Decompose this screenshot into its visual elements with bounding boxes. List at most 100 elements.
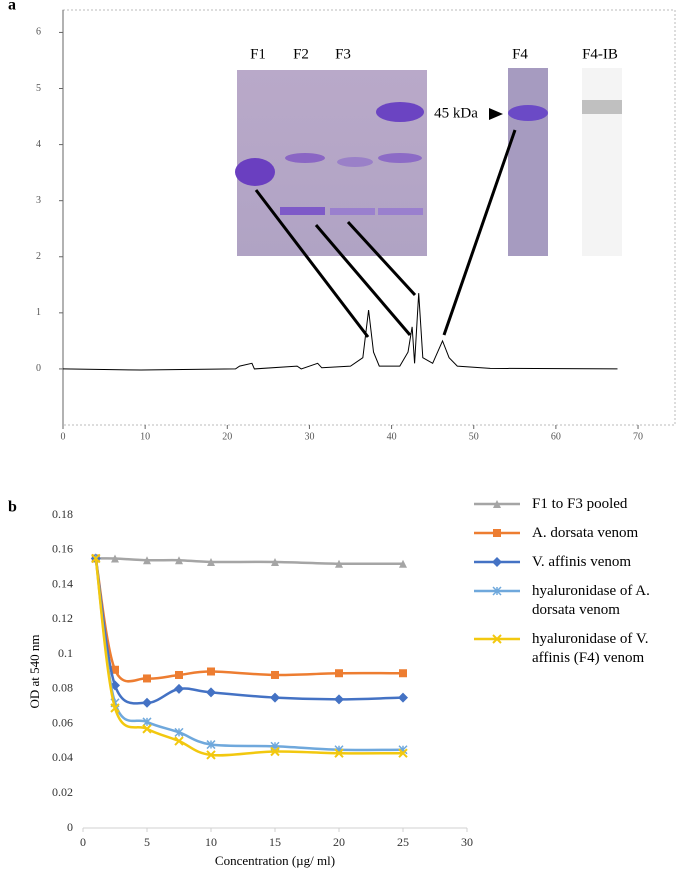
data-line bbox=[94, 558, 404, 705]
y-tick-label: 0.18 bbox=[52, 507, 73, 521]
x-tick-label: 20 bbox=[333, 835, 345, 849]
y-tick-label: 0.08 bbox=[52, 681, 73, 695]
panel-label: a bbox=[8, 0, 16, 14]
marker bbox=[110, 703, 120, 713]
band bbox=[235, 158, 275, 186]
marker bbox=[174, 683, 184, 694]
annotation: F4-IB bbox=[582, 46, 618, 62]
band bbox=[508, 105, 548, 121]
data-line bbox=[62, 293, 618, 371]
marker bbox=[111, 665, 119, 674]
legend-item: F1 to F3 pooled bbox=[472, 495, 682, 514]
x-tick-label: 10 bbox=[205, 835, 217, 849]
y-tick-label: 2 bbox=[36, 251, 41, 262]
y-tick-label: 0.1 bbox=[58, 646, 73, 660]
marker bbox=[91, 553, 101, 564]
band bbox=[285, 153, 325, 163]
y-tick-label: 0.06 bbox=[52, 715, 73, 729]
x-tick-label: 20 bbox=[222, 431, 232, 442]
gel bbox=[508, 68, 548, 256]
data-line bbox=[94, 558, 404, 757]
legend-swatch bbox=[474, 634, 520, 644]
legend-item: hyaluronidase of A. dorsata venom bbox=[472, 582, 682, 620]
blot bbox=[582, 68, 622, 256]
band bbox=[582, 100, 622, 114]
y-tick-label: 0.16 bbox=[52, 542, 73, 556]
x-tick-label: 0 bbox=[80, 835, 86, 849]
y-tick-label: 0 bbox=[67, 820, 73, 834]
x-tick-label: 40 bbox=[387, 431, 397, 442]
x-tick-label: 50 bbox=[469, 431, 479, 442]
data-line bbox=[94, 558, 404, 752]
legend-label: F1 to F3 pooled bbox=[532, 496, 628, 512]
plot-frame bbox=[62, 9, 676, 426]
data-line bbox=[94, 558, 404, 683]
gel-images bbox=[235, 68, 622, 338]
marker bbox=[492, 557, 502, 567]
legend-label: hyaluronidase of V. affinis (F4) venom bbox=[532, 631, 649, 666]
band bbox=[378, 153, 422, 163]
y-tick-label: 0.04 bbox=[52, 750, 73, 764]
data-line bbox=[95, 557, 404, 566]
annotation: F1 bbox=[250, 46, 266, 62]
marker bbox=[206, 687, 216, 698]
arrowhead bbox=[489, 108, 503, 120]
marker bbox=[142, 697, 152, 708]
connector-lines bbox=[254, 129, 517, 338]
x-tick-label: 60 bbox=[551, 431, 561, 442]
x-tick-label: 5 bbox=[144, 835, 150, 849]
marker bbox=[492, 634, 502, 644]
panel-label: b bbox=[8, 499, 17, 516]
marker bbox=[111, 554, 119, 563]
y-axis-label: OD at 540 nm bbox=[27, 634, 42, 708]
marker bbox=[174, 736, 184, 746]
legend-item: hyaluronidase of V. affinis (F4) venom bbox=[472, 630, 682, 668]
y-tick-label: 4 bbox=[36, 139, 41, 150]
marker bbox=[270, 692, 280, 703]
y-tick-label: 3 bbox=[36, 195, 41, 206]
legend-label: hyaluronidase of A. dorsata venom bbox=[532, 583, 650, 618]
marker bbox=[143, 556, 151, 565]
legend-swatch bbox=[474, 586, 520, 596]
annotation: 45 kDa bbox=[434, 105, 478, 121]
marker bbox=[492, 586, 502, 596]
x-tick-label: 15 bbox=[269, 835, 281, 849]
x-tick-label: 25 bbox=[397, 835, 409, 849]
marker bbox=[398, 748, 408, 758]
marker bbox=[399, 559, 407, 568]
x-tick-label: 30 bbox=[461, 835, 473, 849]
marker bbox=[334, 694, 344, 705]
marker bbox=[206, 740, 216, 750]
band bbox=[280, 207, 325, 215]
band bbox=[378, 208, 423, 215]
marker bbox=[399, 669, 407, 678]
x-tick-label: 0 bbox=[61, 431, 66, 442]
legend-item: V. affinis venom bbox=[472, 553, 682, 572]
marker bbox=[398, 692, 408, 703]
legend-label: A. dorsata venom bbox=[532, 525, 639, 541]
legend-label: V. affinis venom bbox=[532, 554, 632, 570]
annotation: F3 bbox=[335, 46, 351, 62]
annotation: F4 bbox=[512, 46, 528, 62]
marker bbox=[175, 556, 183, 565]
legend-swatch bbox=[474, 557, 520, 567]
x-tick-label: 70 bbox=[633, 431, 643, 442]
marker bbox=[175, 670, 183, 679]
marker bbox=[142, 724, 152, 734]
marker bbox=[142, 717, 152, 727]
marker bbox=[271, 670, 279, 679]
marker bbox=[207, 667, 215, 676]
marker bbox=[270, 746, 280, 757]
marker bbox=[334, 748, 344, 758]
legend-item: A. dorsata venom bbox=[472, 524, 682, 543]
y-tick-label: 5 bbox=[36, 83, 41, 94]
marker bbox=[493, 500, 501, 508]
y-tick-label: 0.12 bbox=[52, 611, 73, 625]
legend: F1 to F3 pooled A. dorsata venom V. affini… bbox=[472, 495, 682, 678]
y-tick-label: 0.14 bbox=[52, 576, 73, 590]
marker bbox=[335, 669, 343, 678]
marker bbox=[206, 750, 216, 760]
marker bbox=[335, 559, 343, 568]
y-tick-label: 1 bbox=[36, 307, 41, 318]
